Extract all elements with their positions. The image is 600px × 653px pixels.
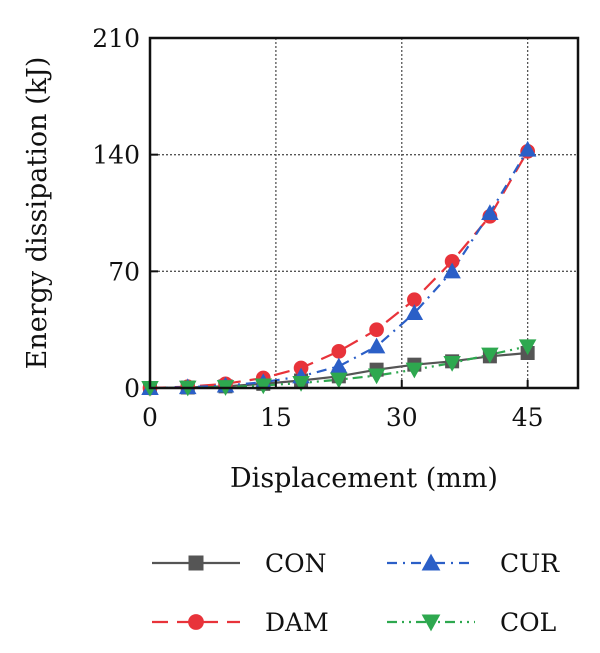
legend-label: CON [265,549,327,578]
legend: CON CUR DAM COL [152,549,560,637]
legend-item-con: CON [152,549,327,578]
data-point-col [254,378,273,395]
legend-item-cur: CUR [387,549,560,578]
data-point-cur [405,304,424,320]
y-tick-label: 140 [92,141,140,170]
plot-frame [148,36,580,390]
legend-label: COL [500,608,556,637]
legend-marker [188,555,204,571]
grid-lines [150,38,578,388]
data-point-col [367,368,386,385]
axis-ticks: 0 15 30 45 0 70 140 210 [92,24,543,432]
y-tick-label: 210 [92,24,140,53]
y-axis-label: Energy dissipation (kJ) [22,57,53,370]
x-tick-label: 15 [260,403,292,432]
series-line-dam [149,150,529,390]
series-line-cur [149,149,529,390]
series-markers [141,140,537,397]
legend-label: CUR [500,549,560,578]
legend-item-dam: DAM [152,608,329,637]
x-axis-label: Displacement (mm) [230,463,498,494]
legend-marker [421,614,441,632]
data-point-dam [369,322,384,338]
data-point-col [481,347,499,364]
data-point-col [443,356,461,372]
data-point-col [518,339,537,356]
x-tick-label: 30 [386,403,418,432]
data-point-cur [481,204,499,220]
data-point-cur [443,262,461,279]
legend-marker [188,614,204,630]
data-point-dam [407,292,422,308]
legend-marker [421,553,441,571]
x-tick-label: 0 [142,403,158,432]
y-tick-label: 0 [124,374,140,403]
data-point-cur [330,357,348,374]
data-point-cur [367,337,386,354]
data-point-dam [444,253,460,269]
data-point-col [292,376,310,392]
x-tick-label: 45 [512,403,544,432]
legend-item-col: COL [387,608,556,637]
y-tick-label: 70 [108,257,140,286]
data-point-col [405,362,424,379]
data-point-cur [518,140,537,157]
legend-label: DAM [265,608,329,637]
data-point-dam [331,343,347,359]
data-point-col [330,372,348,389]
